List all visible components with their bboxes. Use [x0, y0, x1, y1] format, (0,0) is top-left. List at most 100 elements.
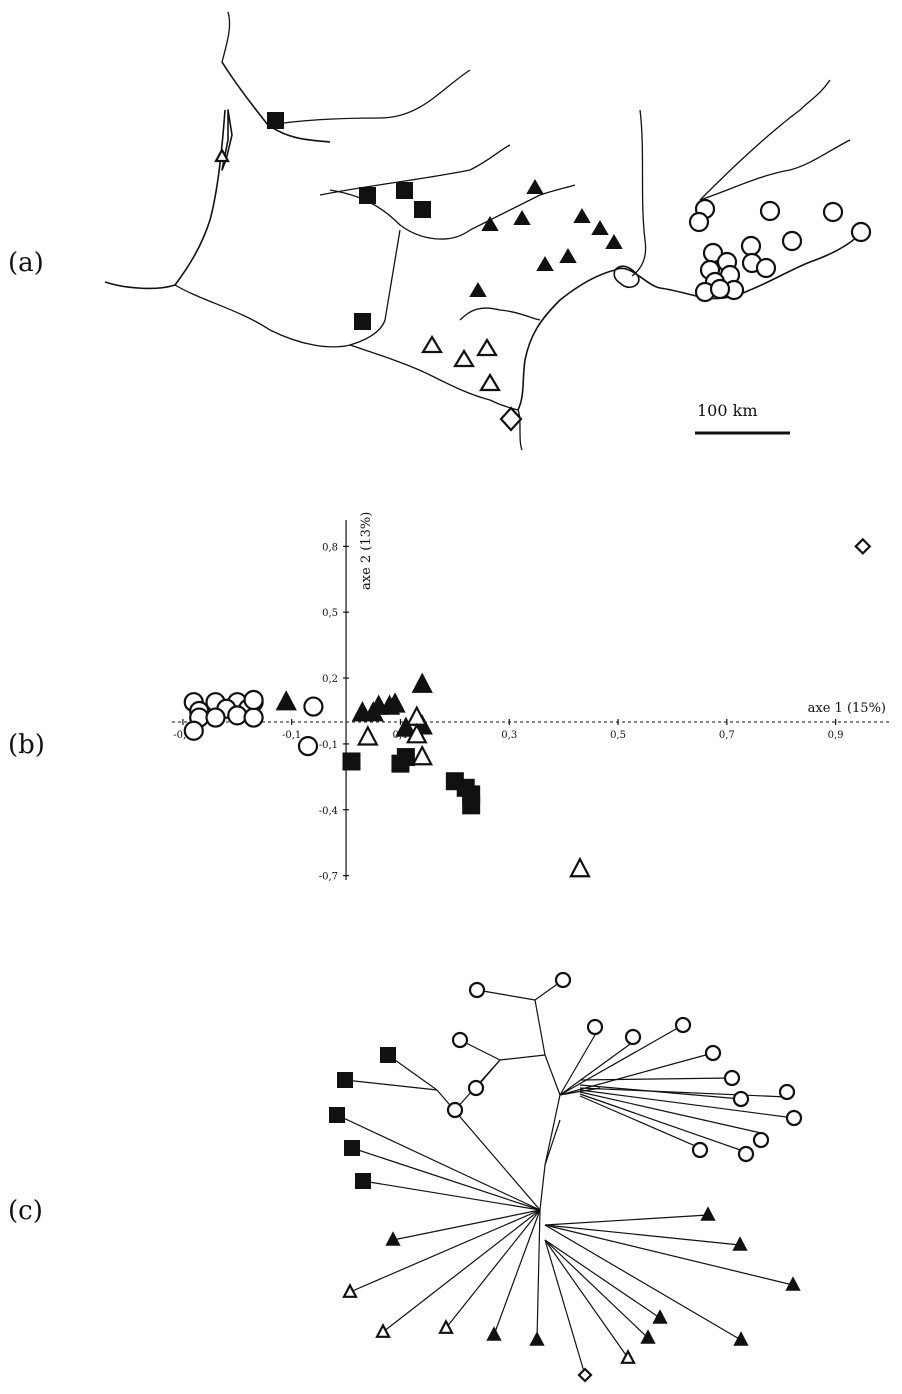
tree-branch	[579, 1093, 747, 1153]
tree-branch	[579, 1077, 733, 1081]
square-marker	[354, 313, 371, 330]
open-circle-marker	[778, 1083, 796, 1101]
open-triangle-marker	[438, 1319, 454, 1334]
durance-river	[699, 139, 851, 201]
filled-square-marker	[344, 1140, 360, 1156]
rhone-delta	[613, 265, 640, 289]
filled-triangle-marker	[733, 1331, 749, 1346]
open-circle-marker	[732, 1090, 750, 1108]
tree-branch	[579, 1087, 788, 1098]
triangle-marker	[559, 248, 577, 263]
tree-branch	[392, 1209, 541, 1241]
open-circle-marker	[704, 1044, 722, 1062]
filled-square-marker	[380, 1047, 396, 1063]
spit-coast	[221, 109, 233, 171]
mediterranean-coast	[517, 231, 863, 411]
triangle-marker	[526, 179, 544, 194]
x-tick-label: 0,7	[719, 730, 735, 741]
tree-branch	[336, 1114, 541, 1211]
open-triangle-marker	[375, 1323, 391, 1338]
tree-branch	[544, 1224, 741, 1246]
tree-branch	[499, 1054, 546, 1061]
map-open-diamond	[499, 406, 523, 432]
panel-b-scatter: (b) -0,3-0,10,10,30,50,70,90,80,50,2-0,1…	[0, 480, 902, 910]
tree-branch	[544, 1239, 586, 1376]
tree-branch	[445, 1209, 541, 1329]
tree-branch	[476, 989, 536, 1001]
circle-marker	[781, 230, 803, 252]
triangle-marker	[513, 210, 531, 225]
lot-river	[319, 144, 511, 196]
filled-triangle-marker	[529, 1331, 545, 1346]
filled-triangle-marker	[640, 1329, 656, 1344]
filled-triangle-marker	[385, 1231, 401, 1246]
open-circle-marker	[737, 1145, 755, 1163]
filled-square-marker	[396, 748, 415, 767]
x-tick-label: -0,3	[173, 730, 192, 741]
x-axis-title: axe 1 (15%)	[808, 701, 886, 716]
filled-triangle-marker	[700, 1206, 716, 1221]
open-circle-marker	[468, 981, 486, 999]
tree-branch	[544, 1054, 561, 1096]
open-circle-marker	[691, 1141, 709, 1159]
map-filled-triangles	[469, 179, 623, 297]
rhone-river	[631, 109, 647, 277]
open-triangle-marker	[479, 372, 501, 392]
panel-label-c: (c)	[8, 1196, 43, 1226]
tree-branch	[539, 1164, 546, 1211]
panel-c-tree: (c)	[0, 960, 902, 1394]
circle-marker	[850, 221, 872, 243]
triangle-marker	[469, 282, 487, 297]
x-tick-label: 0,5	[610, 730, 626, 741]
tree-branch	[493, 1209, 541, 1336]
x-tick-label: -0,1	[282, 730, 301, 741]
open-triangle-marker	[356, 725, 379, 746]
open-triangle-marker	[411, 744, 434, 766]
triangle-marker	[605, 234, 623, 249]
tree-branch	[382, 1209, 541, 1333]
tree-branch	[536, 1209, 541, 1341]
circle-marker	[755, 257, 777, 279]
gironde-estuary	[221, 61, 331, 143]
map-open-circles	[688, 198, 872, 303]
tree-branch	[544, 1224, 742, 1341]
open-circle-marker	[446, 1101, 464, 1119]
x-tick-label: 0,9	[828, 730, 844, 741]
square-marker	[267, 112, 284, 129]
open-circle-marker	[297, 735, 319, 757]
panel-label-a: (a)	[8, 248, 44, 278]
map-figure: 100 km	[104, 11, 872, 451]
upper-river	[699, 79, 831, 201]
square-marker	[396, 182, 413, 199]
square-marker	[359, 187, 376, 204]
filled-triangle-marker	[785, 1276, 801, 1291]
north-river	[221, 11, 231, 63]
filled-square-marker	[342, 752, 361, 771]
tree-branch	[559, 1041, 634, 1096]
filled-triangle-marker	[384, 692, 406, 713]
filled-square-marker	[355, 1173, 371, 1189]
internal-border-2	[459, 307, 541, 321]
open-circle-marker	[785, 1109, 803, 1127]
tree-branch	[544, 1119, 561, 1166]
open-circle-marker	[752, 1131, 770, 1149]
x-tick-label: 0,3	[501, 730, 517, 741]
open-circle-marker	[723, 1069, 741, 1087]
map-filled-squares	[267, 112, 431, 330]
circle-marker	[759, 200, 781, 222]
tree-branch	[579, 1091, 762, 1134]
panel-label-b: (b)	[8, 730, 45, 760]
open-triangle-marker	[405, 722, 428, 744]
pyrenees-border	[349, 344, 523, 451]
open-triangle-marker	[453, 348, 475, 368]
atlantic-coastline	[104, 109, 226, 290]
filled-square-marker	[337, 1072, 353, 1088]
open-triangle-marker	[214, 147, 230, 163]
tree-branch	[579, 1089, 795, 1119]
tree-branch	[559, 1034, 596, 1096]
tree-branch	[544, 1239, 649, 1339]
open-triangle-marker	[421, 334, 443, 354]
open-diamond-marker	[854, 537, 872, 555]
open-circle-marker	[451, 1031, 469, 1049]
open-circle-marker	[467, 1079, 485, 1097]
